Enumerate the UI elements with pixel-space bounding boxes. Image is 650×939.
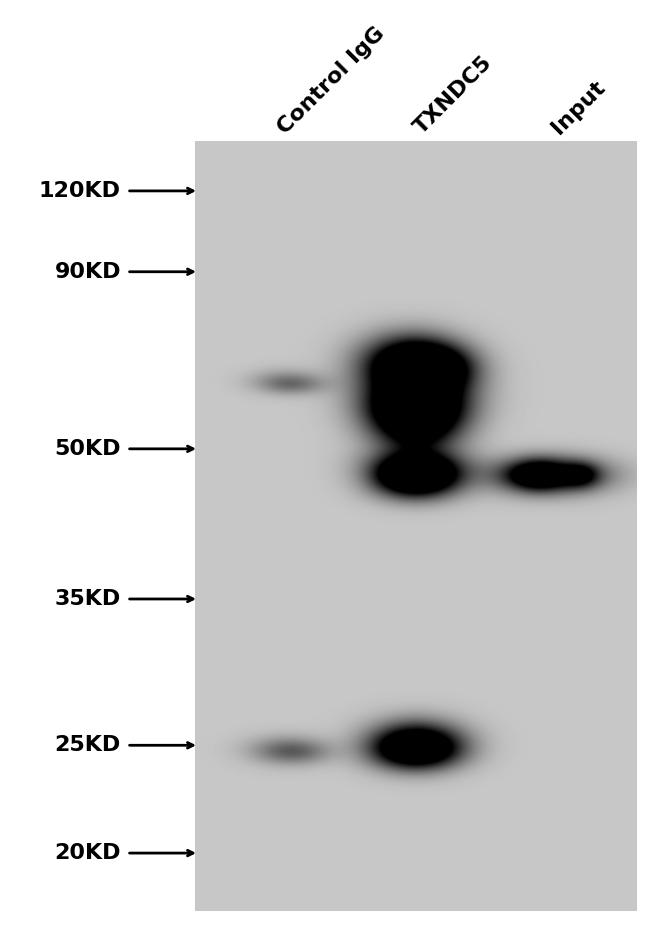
- Text: 90KD: 90KD: [55, 262, 121, 282]
- Text: 20KD: 20KD: [55, 843, 121, 863]
- Text: 120KD: 120KD: [39, 181, 121, 201]
- Text: 50KD: 50KD: [55, 439, 121, 459]
- Text: 35KD: 35KD: [55, 589, 121, 609]
- Text: Control IgG: Control IgG: [274, 23, 389, 138]
- Text: Input: Input: [548, 77, 609, 138]
- Text: 25KD: 25KD: [55, 735, 121, 755]
- Text: TXNDC5: TXNDC5: [411, 53, 496, 138]
